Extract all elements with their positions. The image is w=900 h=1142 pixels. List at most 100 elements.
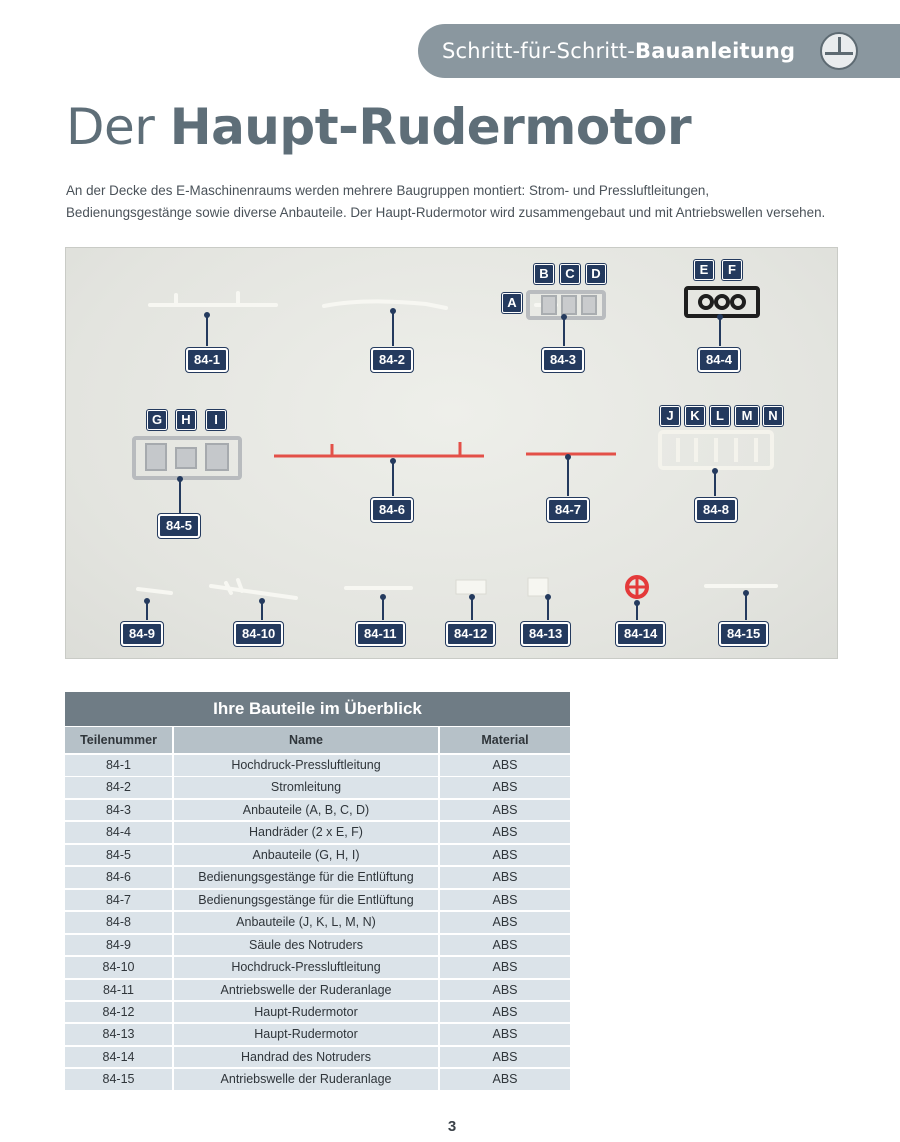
material-cell: ABS [438,979,570,1000]
part-number-cell: 84-3 [65,799,172,821]
table-row: 84-13 Haupt-Rudermotor ABS [65,1024,570,1045]
part-number-cell: 84-9 [65,934,172,956]
part-name-cell: Haupt-Rudermotor [172,1001,438,1023]
part-label: 84-15 [719,622,769,646]
letter-tag: J [660,406,680,426]
letter-tag: N [763,406,783,426]
part-name-cell: Haupt-Rudermotor [172,1024,438,1045]
table-row: 84-11 Antriebswelle der Ruderanlage ABS [65,979,570,1000]
part-name-cell: Anbauteile (J, K, L, M, N) [172,912,438,933]
part-number-cell: 84-8 [65,912,172,933]
table-row: 84-6 Bedienungsgestänge für die Entlüftun… [65,867,570,888]
porthole-icon [820,32,858,70]
material-cell: ABS [438,1024,570,1045]
part-label: 84-2 [371,348,414,372]
material-cell: ABS [438,1046,570,1068]
letter-tag: H [176,410,196,430]
part-label: 84-7 [547,498,590,522]
column-header: Teilenummer [65,727,172,753]
page-title: Der Haupt-Rudermotor [66,98,692,156]
letter-tag: G [147,410,167,430]
part-name-cell: Bedienungsgestänge für die Entlüftung [172,867,438,888]
material-cell: ABS [438,1069,570,1090]
table-row: 84-4 Handräder (2 x E, F) ABS [65,822,570,843]
table-row: 84-10 Hochdruck-Pressluftleitung ABS [65,957,570,978]
column-header: Name [172,727,438,753]
part-name-cell: Säule des Notruders [172,934,438,956]
part-number-cell: 84-14 [65,1046,172,1068]
part-number-cell: 84-11 [65,979,172,1000]
table-row: 84-7 Bedienungsgestänge für die Entlüftun… [65,889,570,911]
part-drawings [132,286,778,600]
letter-tag: F [722,260,742,280]
part-label: 84-9 [121,622,164,646]
part-number-cell: 84-1 [65,755,172,776]
material-cell: ABS [438,867,570,888]
part-name-cell: Hochdruck-Pressluftleitung [172,957,438,978]
table-row: 84-2 Stromleitung ABS [65,777,570,798]
part-label: 84-12 [446,622,496,646]
part-label: 84-13 [521,622,571,646]
part-number-cell: 84-13 [65,1024,172,1045]
material-cell: ABS [438,889,570,911]
part-label: 84-14 [616,622,666,646]
part-name-cell: Stromleitung [172,777,438,798]
part-number-cell: 84-5 [65,844,172,866]
material-cell: ABS [438,844,570,866]
table-title: Ihre Bauteile im Überblick [65,692,570,726]
part-number-cell: 84-6 [65,867,172,888]
part-label: 84-6 [371,498,414,522]
letter-tag: L [710,406,730,426]
part-name-cell: Antriebswelle der Ruderanlage [172,1069,438,1090]
part-number-cell: 84-4 [65,822,172,843]
letter-tag: I [206,410,226,430]
part-name-cell: Handräder (2 x E, F) [172,822,438,843]
material-cell: ABS [438,912,570,933]
letter-tag: M [735,406,759,426]
part-number-cell: 84-2 [65,777,172,798]
table-row: 84-8 Anbauteile (J, K, L, M, N) ABS [65,912,570,933]
part-name-cell: Antriebswelle der Ruderanlage [172,979,438,1000]
letter-tag: C [560,264,580,284]
material-cell: ABS [438,799,570,821]
part-name-cell: Bedienungsgestänge für die Entlüftung [172,889,438,911]
table-row: 84-1 Hochdruck-Pressluftleitung ABS [65,755,570,776]
part-label: 84-1 [186,348,229,372]
letter-tag: E [694,260,714,280]
table-row: 84-9 Säule des Notruders ABS [65,934,570,956]
part-name-cell: Hochdruck-Pressluftleitung [172,755,438,776]
part-name-cell: Anbauteile (A, B, C, D) [172,799,438,821]
table-row: 84-15 Antriebswelle der Ruderanlage ABS [65,1069,570,1090]
part-label: 84-5 [158,514,201,538]
material-cell: ABS [438,934,570,956]
part-label: 84-8 [695,498,738,522]
letter-tag: A [502,293,522,313]
letter-tag: D [586,264,606,284]
material-cell: ABS [438,822,570,843]
part-number-cell: 84-10 [65,957,172,978]
column-header: Material [438,727,570,753]
part-name-cell: Handrad des Notruders [172,1046,438,1068]
part-number-cell: 84-7 [65,889,172,911]
table-row: 84-3 Anbauteile (A, B, C, D) ABS [65,799,570,821]
table-header-row: Teilenummer Name Material [65,727,570,753]
parts-photo: 84-1 84-2 84-3 84-4 84-5 84-6 84-7 84-8 … [65,247,838,659]
page-number: 3 [447,1118,457,1135]
material-cell: ABS [438,777,570,798]
part-label: 84-3 [542,348,585,372]
part-label: 84-4 [698,348,741,372]
part-number-cell: 84-15 [65,1069,172,1090]
letter-tag: K [685,406,705,426]
section-banner: Schritt-für-Schritt-Bauanleitung [418,24,900,78]
intro-text: An der Decke des E-Maschinenraums werden… [66,183,826,220]
table-row: 84-12 Haupt-Rudermotor ABS [65,1001,570,1023]
part-label: 84-10 [234,622,284,646]
letter-tag: B [534,264,554,284]
part-name-cell: Anbauteile (G, H, I) [172,844,438,866]
banner-text: Schritt-für-Schritt-Bauanleitung [442,39,796,63]
material-cell: ABS [438,1001,570,1023]
table-row: 84-14 Handrad des Notruders ABS [65,1046,570,1068]
table-row: 84-5 Anbauteile (G, H, I) ABS [65,844,570,866]
material-cell: ABS [438,957,570,978]
part-number-cell: 84-12 [65,1001,172,1023]
